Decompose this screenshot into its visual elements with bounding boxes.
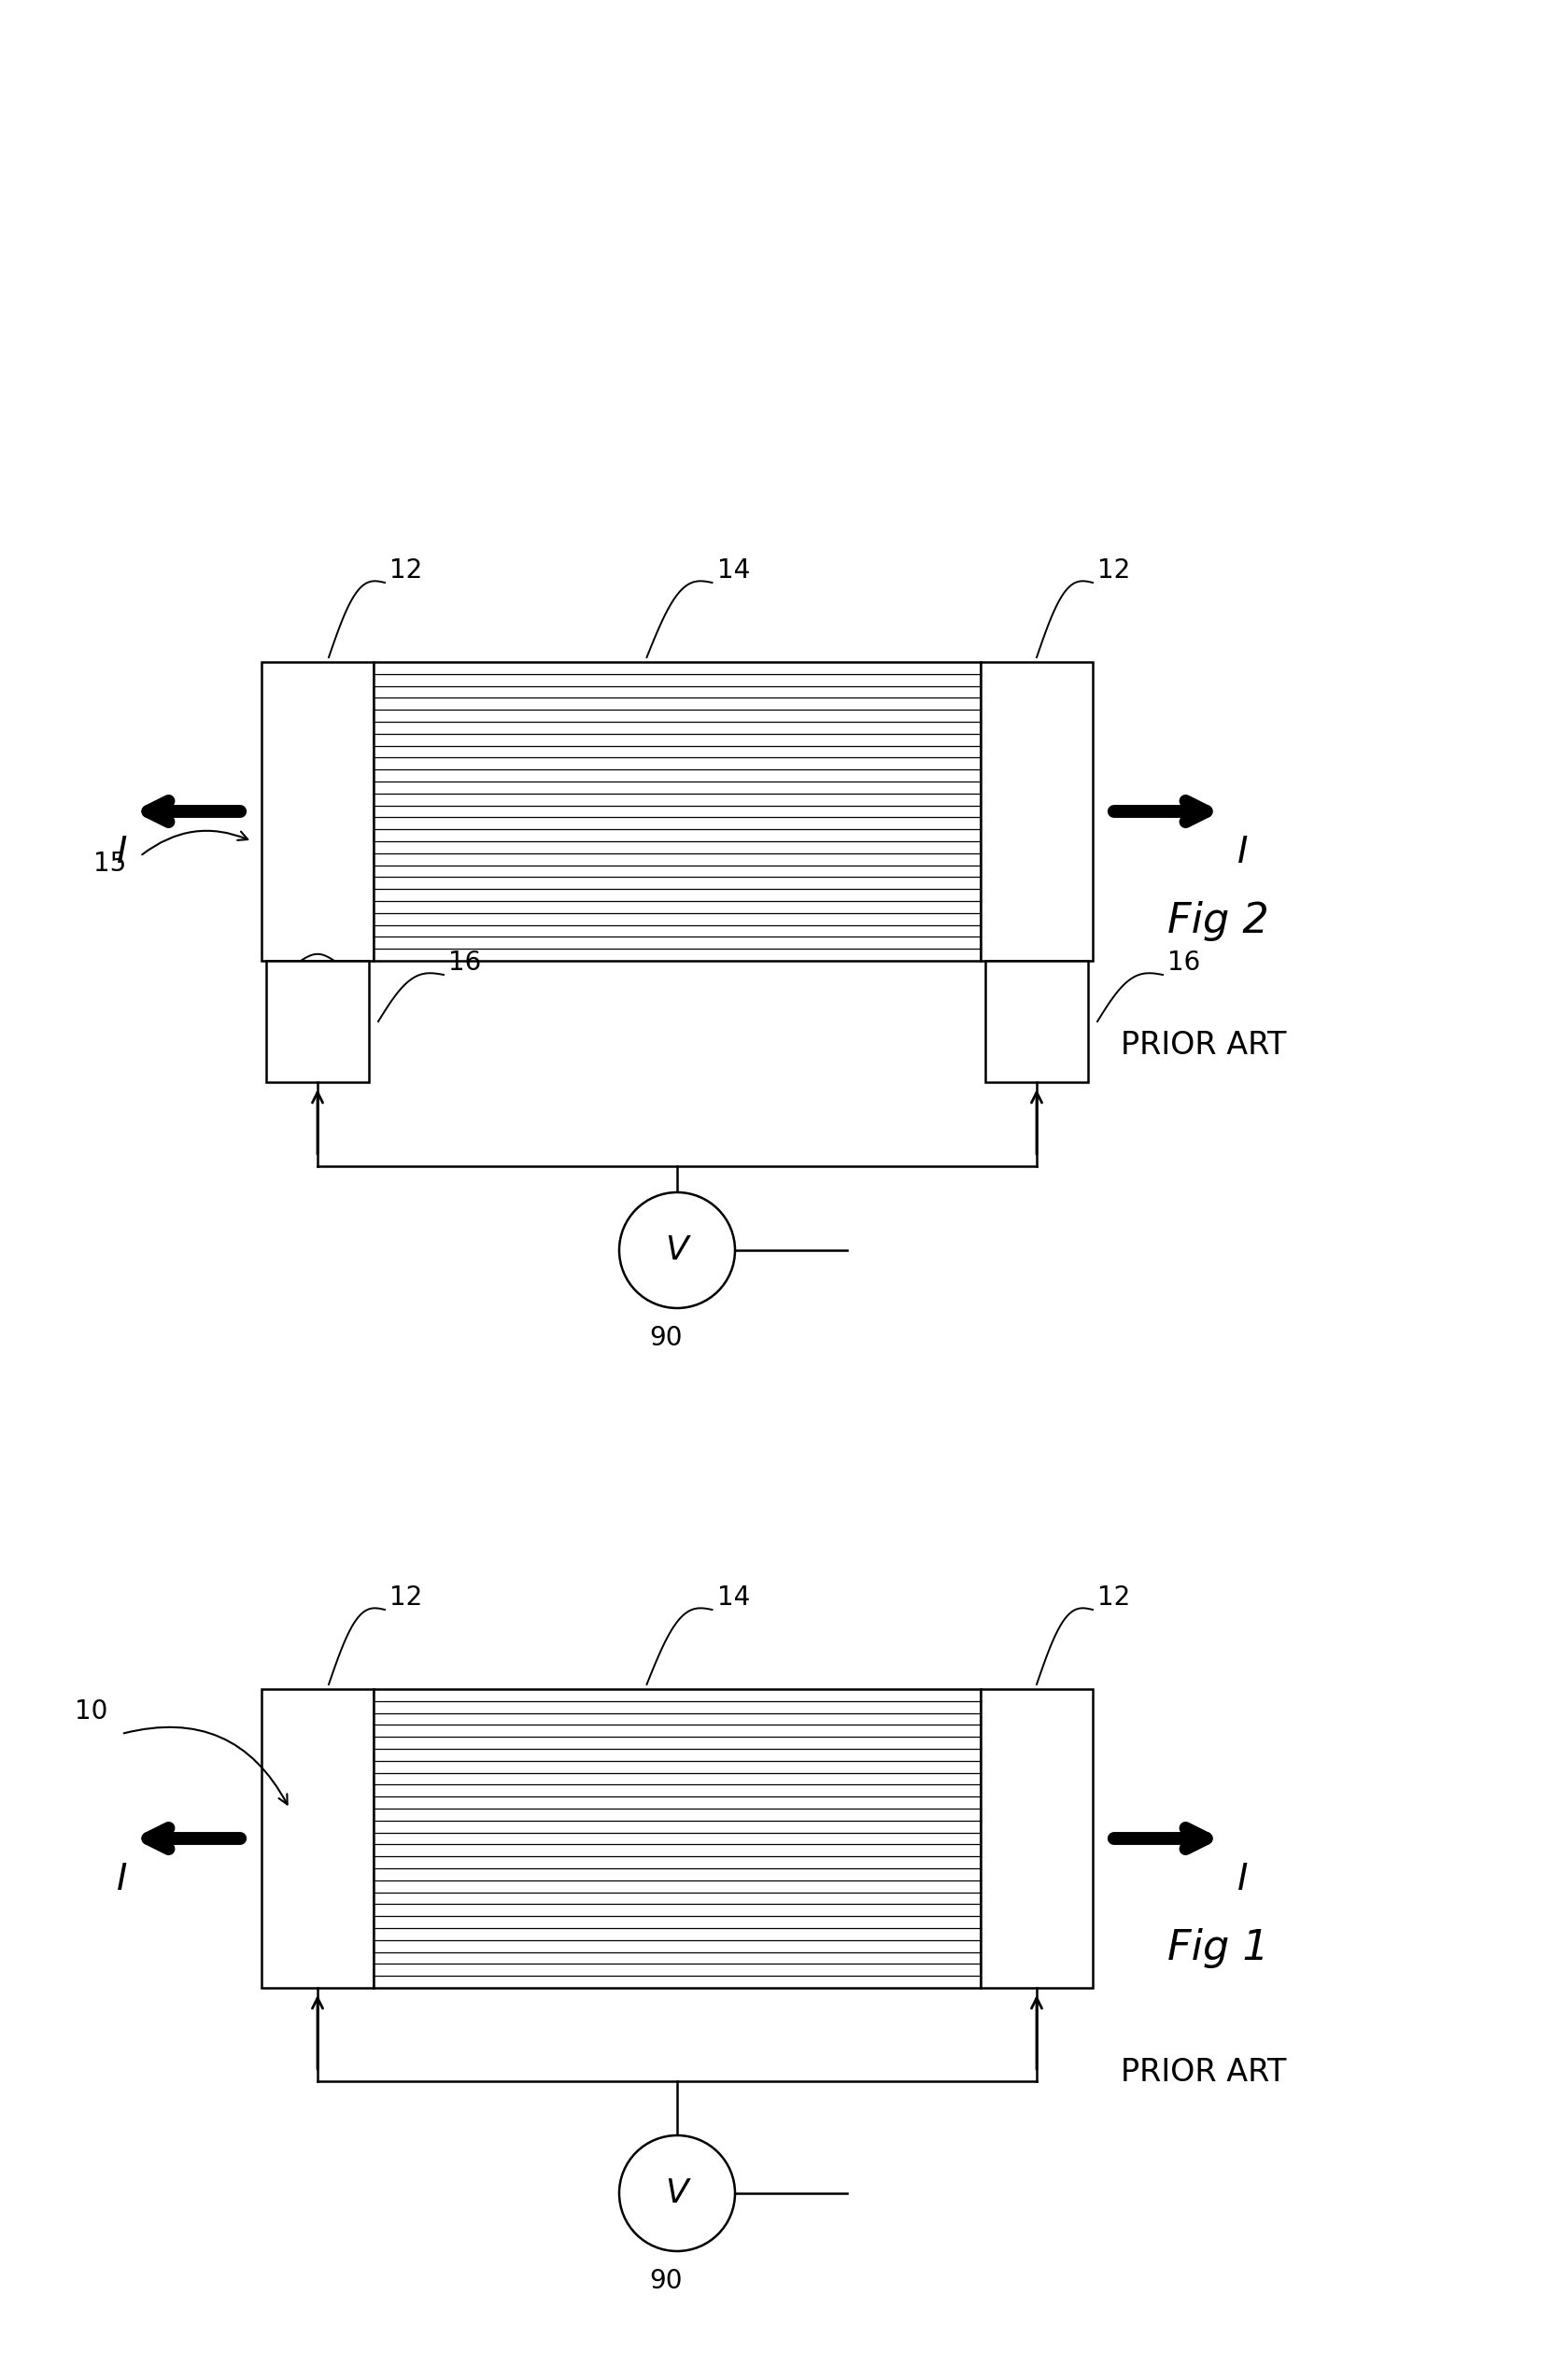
Circle shape — [619, 2135, 735, 2251]
Circle shape — [619, 1192, 735, 1309]
Text: PRIOR ART: PRIOR ART — [1120, 2056, 1287, 2087]
Text: 90: 90 — [649, 1326, 683, 1352]
Text: 12: 12 — [1097, 557, 1130, 583]
Text: Fig 2: Fig 2 — [1168, 902, 1268, 940]
Bar — [267, 962, 368, 1083]
Text: 16: 16 — [1168, 950, 1200, 976]
Bar — [262, 1690, 373, 1987]
Text: Fig 1: Fig 1 — [1168, 1928, 1268, 1968]
Bar — [985, 962, 1088, 1083]
Text: I: I — [117, 835, 128, 871]
Bar — [262, 662, 373, 962]
Text: I: I — [1237, 835, 1248, 871]
Text: I: I — [117, 1861, 128, 1897]
Text: I: I — [1237, 1861, 1248, 1897]
Text: 12: 12 — [390, 1585, 422, 1611]
Bar — [980, 662, 1093, 962]
Text: 15: 15 — [94, 850, 126, 876]
Bar — [373, 662, 980, 962]
Text: V: V — [666, 1235, 689, 1266]
Text: 10: 10 — [74, 1699, 108, 1725]
Bar — [373, 1690, 980, 1987]
Text: PRIOR ART: PRIOR ART — [1120, 1031, 1287, 1061]
Text: 16: 16 — [448, 950, 481, 976]
Text: 14: 14 — [717, 557, 750, 583]
Bar — [980, 1690, 1093, 1987]
Text: 90: 90 — [649, 2268, 683, 2294]
Text: 12: 12 — [390, 557, 422, 583]
Text: 12: 12 — [1097, 1585, 1130, 1611]
Text: V: V — [666, 2178, 689, 2209]
Text: 14: 14 — [717, 1585, 750, 1611]
